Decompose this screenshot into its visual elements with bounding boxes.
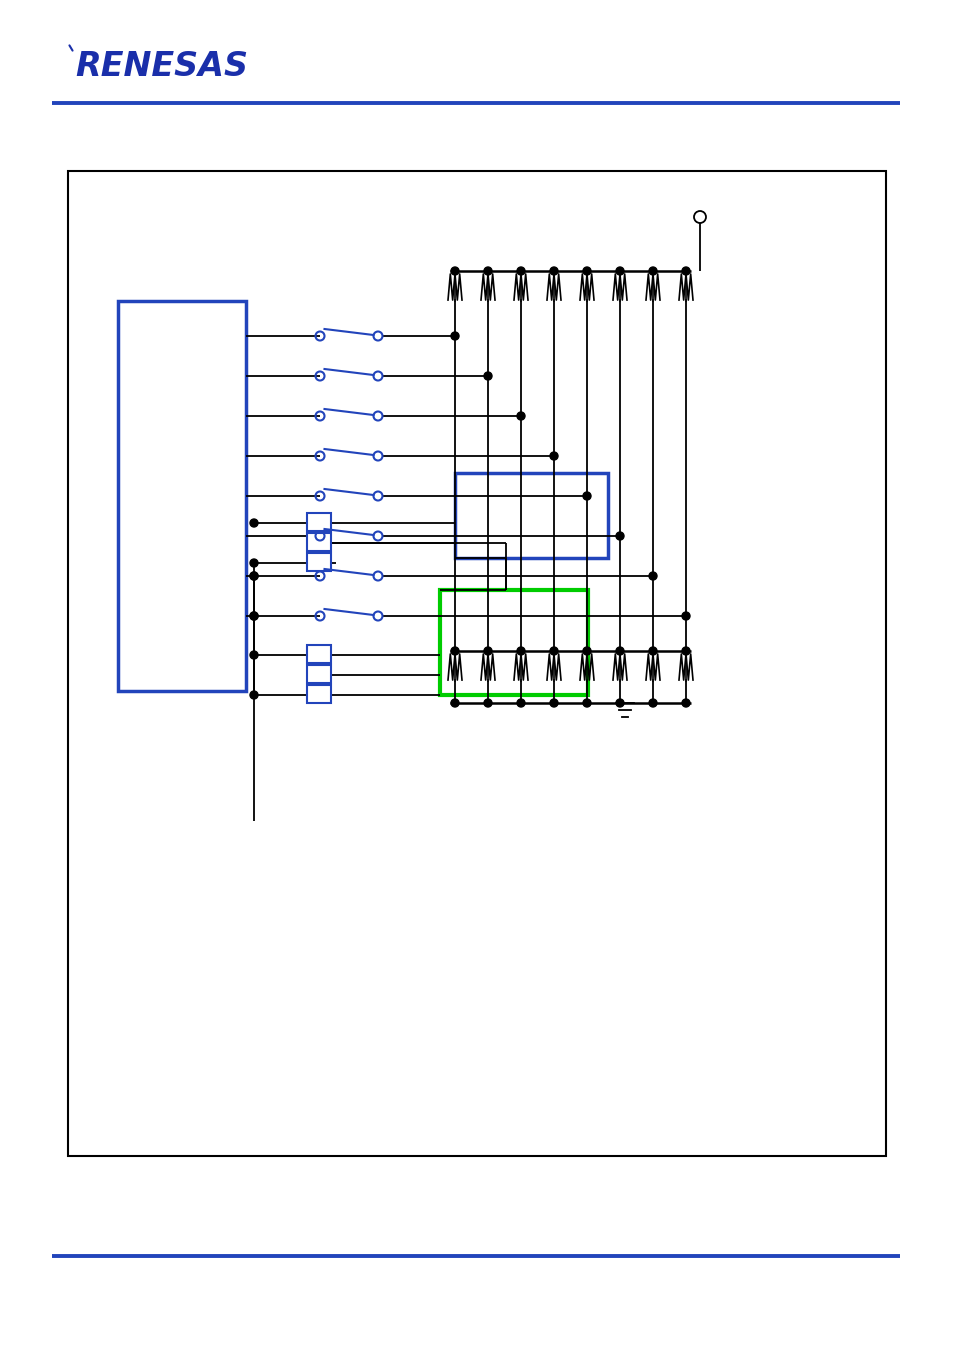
Bar [307,513,331,531]
Bar [118,301,246,690]
Circle shape [517,267,524,276]
Circle shape [550,647,558,655]
Circle shape [550,698,558,707]
Circle shape [483,647,492,655]
Circle shape [250,519,257,527]
Circle shape [616,267,623,276]
Circle shape [648,647,657,655]
Bar [307,644,331,663]
Circle shape [451,698,458,707]
Circle shape [681,647,689,655]
Circle shape [250,651,257,659]
Circle shape [250,612,257,620]
Circle shape [582,647,590,655]
Bar [68,172,885,1156]
Circle shape [582,492,590,500]
Circle shape [451,647,458,655]
Circle shape [250,559,257,567]
Circle shape [648,267,657,276]
Circle shape [648,698,657,707]
Circle shape [582,267,590,276]
Circle shape [451,332,458,340]
Bar [307,553,331,571]
Circle shape [648,571,657,580]
Circle shape [451,267,458,276]
Circle shape [250,690,257,698]
Bar [439,590,587,694]
Circle shape [681,267,689,276]
Circle shape [517,647,524,655]
Bar [307,534,331,551]
Circle shape [550,453,558,459]
Circle shape [517,698,524,707]
Circle shape [483,698,492,707]
Text: RENESAS: RENESAS [75,50,248,82]
Circle shape [616,698,623,707]
Circle shape [517,412,524,420]
Circle shape [550,267,558,276]
Bar [307,685,331,703]
Circle shape [616,532,623,540]
Circle shape [616,647,623,655]
Circle shape [483,267,492,276]
Circle shape [250,571,257,580]
Circle shape [483,372,492,380]
Bar [455,473,607,558]
Circle shape [582,698,590,707]
Circle shape [681,612,689,620]
Circle shape [250,612,257,620]
Circle shape [681,698,689,707]
Bar [307,665,331,684]
Circle shape [250,571,257,580]
